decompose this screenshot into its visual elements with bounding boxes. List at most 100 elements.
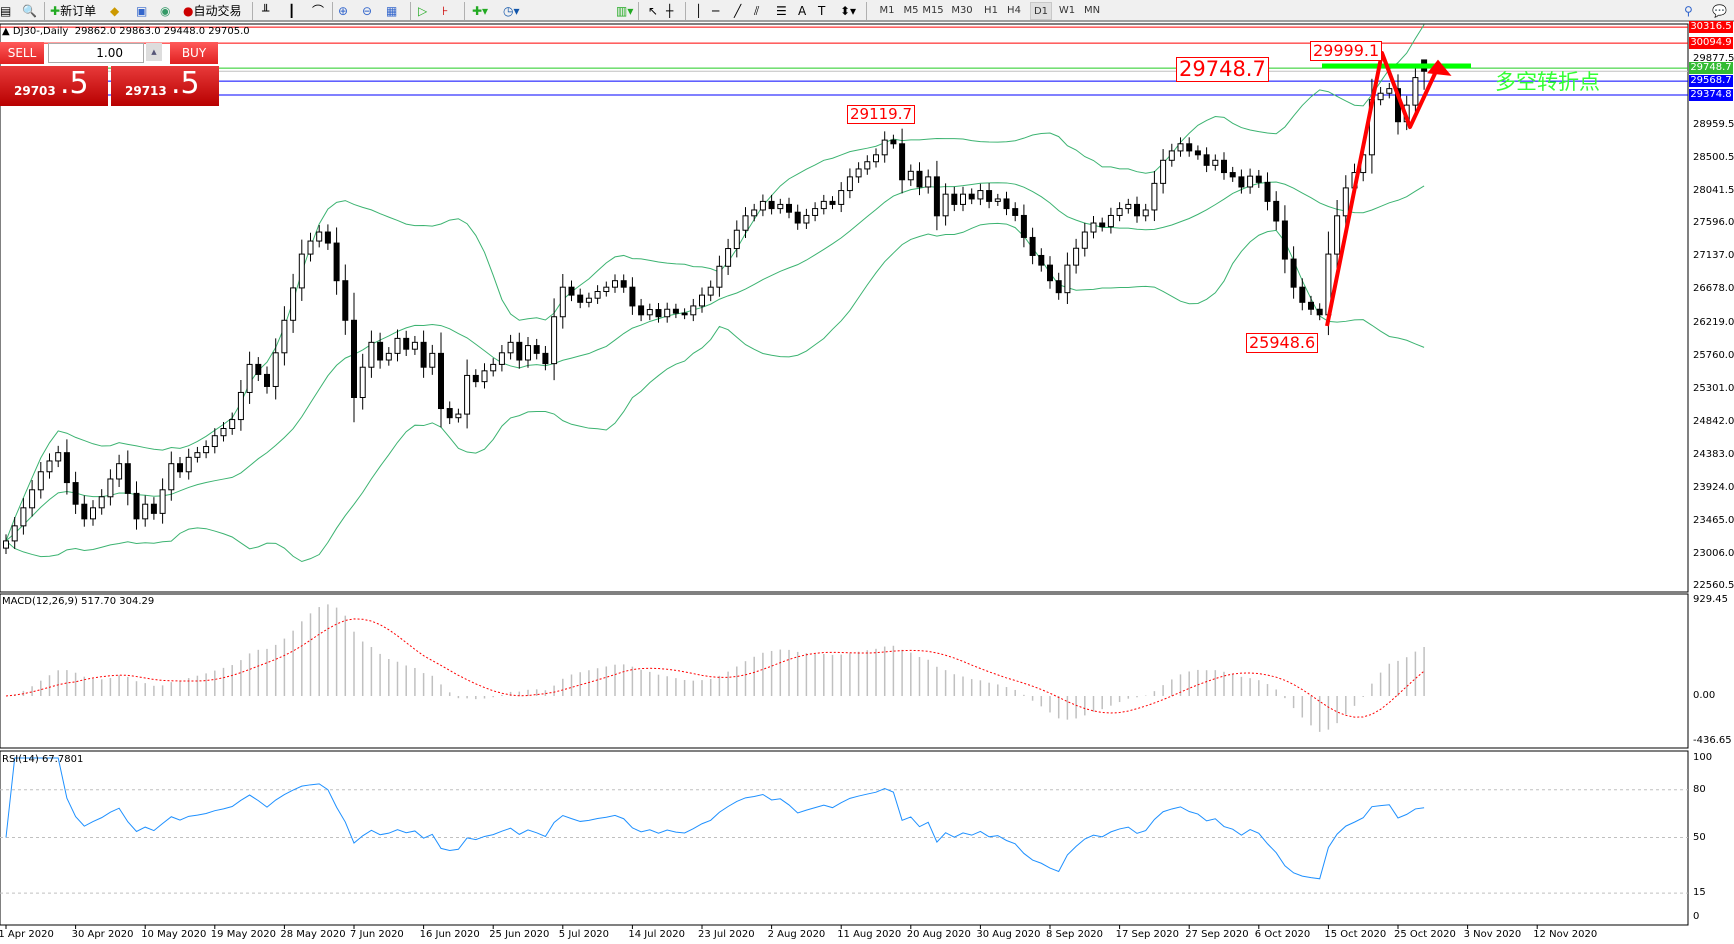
candle-body [46, 460, 53, 473]
vertical-line-icon[interactable]: │ [695, 4, 703, 18]
price-tick: 22560.5 [1693, 580, 1734, 592]
volume-input[interactable]: 1.00 [48, 43, 144, 63]
timeframe-w1[interactable]: W1 [1058, 5, 1076, 16]
main-pane-frame [0, 23, 1689, 593]
candle-body [133, 492, 140, 520]
chat-icon[interactable]: 💬 [1712, 4, 1727, 18]
timeframe-m1[interactable]: M1 [879, 5, 895, 16]
buy-price-button[interactable]: 29713.5 [111, 66, 219, 106]
candle-body [211, 435, 218, 448]
candle-body [1168, 150, 1175, 161]
candlestick-chart-icon[interactable]: ┃ [288, 4, 296, 18]
navigator-icon[interactable]: ▣ [136, 4, 148, 18]
periods-icon[interactable]: ◷▾ [503, 4, 520, 18]
timeframe-m30[interactable]: M30 [951, 5, 973, 16]
terminal-icon[interactable]: ◉ [160, 4, 171, 18]
candle-body [333, 242, 340, 282]
candle-body [1177, 143, 1184, 152]
candle-body [394, 337, 401, 354]
candle-body [464, 374, 471, 415]
candle-body [1055, 280, 1062, 294]
candle-body [507, 341, 514, 354]
level-price-label: 29748.7 [1689, 62, 1733, 75]
chart-canvas[interactable] [0, 22, 1734, 944]
candle-body [1203, 154, 1210, 166]
candle-body [794, 211, 801, 224]
candle-body [533, 345, 540, 354]
candle-body [481, 370, 488, 383]
candle-body [690, 305, 697, 316]
tile-windows-icon[interactable]: ▦ [386, 4, 398, 18]
profiles-icon[interactable]: 🔍 [22, 4, 37, 18]
date-tick: 8 Sep 2020 [1046, 929, 1104, 940]
sell-button[interactable]: SELL [0, 42, 44, 64]
annotation-low-price: 25948.6 [1246, 333, 1319, 353]
candle-body [725, 248, 732, 267]
line-chart-icon[interactable]: ⌒ [312, 4, 325, 18]
candle-body [1003, 198, 1010, 210]
horizontal-line-icon[interactable]: ─ [712, 4, 720, 18]
bar-chart-icon[interactable]: ╨ [262, 4, 270, 18]
timeframe-m15[interactable]: M15 [922, 5, 944, 16]
date-tick: 16 Jun 2020 [419, 929, 480, 940]
channel-icon[interactable]: ⫽ [754, 4, 760, 18]
date-tick: 10 May 2020 [141, 929, 207, 940]
timeframe-h4[interactable]: H4 [1007, 5, 1021, 16]
candle-body [681, 312, 688, 316]
candle-body [751, 209, 758, 217]
candle-body [185, 456, 192, 473]
rsi-axis-tick: 50 [1693, 831, 1706, 843]
candle-body [899, 143, 906, 181]
candle-body [612, 280, 618, 288]
arrows-icon[interactable]: ⬍▾ [840, 4, 857, 18]
auto-trading-button[interactable]: ●自动交易 [183, 4, 242, 18]
candle-body [107, 478, 114, 498]
candle-body [1107, 214, 1114, 228]
templates-icon[interactable]: ▥▾ [616, 4, 634, 18]
volume-up-button[interactable]: ▲ [146, 43, 162, 61]
rsi-axis-tick: 100 [1693, 752, 1713, 763]
indicators-icon[interactable]: ✚▾ [472, 4, 489, 18]
candle-body [368, 341, 375, 368]
candle-body [1160, 159, 1167, 184]
new-chart-icon[interactable]: ▤ [0, 4, 12, 18]
fibonacci-icon[interactable]: ☰ [776, 4, 787, 18]
candle-body [1073, 247, 1080, 266]
price-tick: 26678.0 [1693, 283, 1734, 295]
date-tick: 5 Jul 2020 [558, 929, 610, 940]
rsi-line [5, 757, 1425, 880]
timeframe-mn[interactable]: MN [1083, 5, 1101, 16]
auto-scroll-icon[interactable]: ⊦ [442, 4, 449, 18]
level-price-label: 29568.7 [1689, 75, 1733, 88]
candle-body [1316, 308, 1323, 316]
search-icon[interactable]: ⚲ [1684, 4, 1693, 18]
candle-body [820, 200, 827, 210]
zoom-out-icon[interactable]: ⊖ [362, 4, 373, 18]
chart-shift-icon[interactable]: ▷ [418, 4, 428, 18]
sell-price-button[interactable]: 29703.5 [0, 66, 108, 106]
candle-body [786, 203, 792, 213]
timeframe-h1[interactable]: H1 [984, 5, 998, 16]
candle-body [846, 176, 853, 192]
new-order-button[interactable]: ✚新订单 [50, 4, 97, 18]
price-tick: 28959.5 [1693, 119, 1734, 130]
market-watch-icon[interactable]: ◆ [110, 4, 120, 18]
trendline-icon[interactable]: ╱ [734, 4, 742, 18]
timeframe-d1[interactable]: D1 [1030, 2, 1052, 20]
crosshair-icon[interactable]: ┼ [666, 4, 674, 18]
candle-body [585, 297, 592, 303]
candle-body [37, 471, 44, 491]
timeframe-m5[interactable]: M5 [903, 5, 919, 16]
candle-body [1290, 258, 1297, 288]
chart-title: ▲ DJ30-,Daily 29862.0 29863.0 29448.0 29… [2, 26, 250, 37]
candle-body [168, 463, 175, 491]
candle-body [194, 452, 201, 458]
text-tool-icon[interactable]: A [798, 4, 807, 18]
zoom-in-icon[interactable]: ⊕ [338, 4, 349, 18]
candle-body [316, 231, 323, 242]
text-label-icon[interactable]: T [818, 4, 826, 18]
candle-body [594, 291, 601, 299]
candle-body [1412, 77, 1419, 106]
cursor-icon[interactable]: ↖ [648, 4, 659, 18]
buy-button[interactable]: BUY [170, 42, 218, 64]
